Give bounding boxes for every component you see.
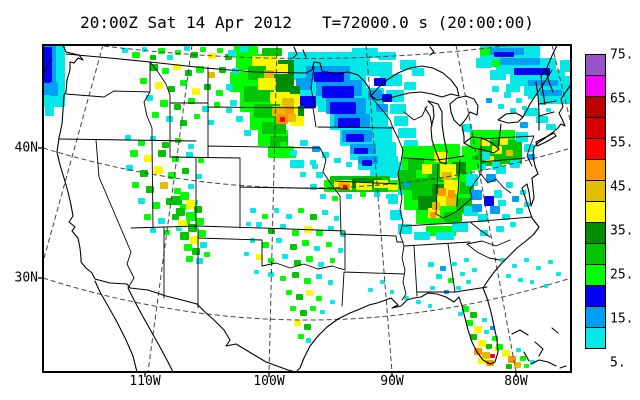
- gridline-30n: [43, 277, 571, 321]
- lon-tick-label: 90W: [380, 374, 404, 389]
- canadian-lakes: [292, 46, 435, 59]
- colorbar-cell: [585, 117, 606, 139]
- state-borders: [58, 61, 535, 309]
- gridline-75w: [551, 45, 571, 125]
- mexico-coastlines: [94, 280, 174, 372]
- colorbar-tick-label: 25.: [610, 267, 634, 283]
- colorbar-cell: [585, 96, 606, 118]
- colorbar-tick-label: 45.: [610, 179, 634, 195]
- cuba-bahamas: [511, 327, 567, 369]
- gridline-120w: [43, 45, 104, 263]
- lake-ontario: [497, 112, 524, 124]
- colorbar-cell: [585, 201, 606, 223]
- colorbar-cell: [585, 285, 606, 307]
- axis-ticks: [38, 147, 517, 377]
- lon-tick-label: 100W: [253, 374, 285, 389]
- colorbar-tick-label: 55.: [610, 135, 634, 151]
- lake-superior: [370, 65, 460, 101]
- lon-tick-label: 110W: [129, 374, 161, 389]
- colorbar-tick-label: 65.: [610, 91, 634, 107]
- colorbar-cell: [585, 159, 606, 181]
- lake-erie: [463, 136, 500, 154]
- lake-michigan: [424, 100, 448, 165]
- colorbar-tick-label: 5.: [610, 355, 626, 371]
- reflectivity-field: [43, 45, 571, 369]
- map-frame: [42, 44, 572, 373]
- colorbar-cell: [585, 306, 606, 328]
- gridline-90w: [365, 45, 393, 372]
- colorbar-tick-label: 35.: [610, 223, 634, 239]
- colorbar-tick-label: 15.: [610, 311, 634, 327]
- colorbar-cell: [585, 243, 606, 265]
- plot-model-time: T=72000.0 s (20:00:00): [322, 13, 534, 32]
- colorbar-cell: [585, 222, 606, 244]
- colorbar-cell: [585, 54, 606, 76]
- graticule: [43, 45, 571, 372]
- colorbar-tick-label: 75.: [610, 47, 634, 63]
- colorbar-cell: [585, 327, 606, 349]
- plot-title: 20:00Z Sat 14 Apr 2012 T=72000.0 s (20:0…: [0, 13, 614, 32]
- colorbar-cell: [585, 75, 606, 97]
- plot-datetime: 20:00Z Sat 14 Apr 2012: [80, 13, 292, 32]
- long-island: [535, 132, 557, 147]
- lake-huron: [449, 95, 479, 127]
- colorbar: [585, 54, 606, 349]
- lat-tick-label: 30N: [14, 270, 38, 286]
- us-coastline: [56, 45, 571, 372]
- gridline-50n: [95, 45, 513, 59]
- colorbar-cell: [585, 264, 606, 286]
- colorbar-cell: [585, 180, 606, 202]
- gridline-100w: [268, 45, 278, 372]
- lat-tick-label: 40N: [14, 140, 38, 156]
- basemap: [43, 45, 571, 372]
- new-england-borders: [535, 45, 558, 131]
- colorbar-cell: [585, 138, 606, 160]
- canada-border: [65, 53, 372, 97]
- lon-tick-label: 80W: [504, 374, 528, 389]
- vancouver-island: [43, 58, 53, 76]
- gridline-110w: [147, 45, 193, 372]
